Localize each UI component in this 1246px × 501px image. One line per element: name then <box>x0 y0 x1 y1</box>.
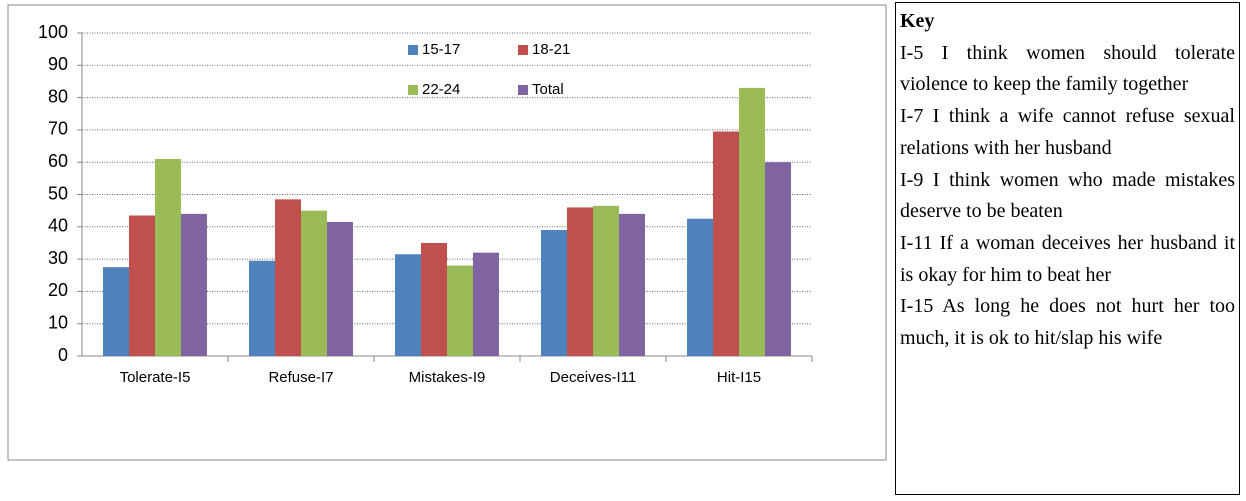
x-tick-label: Deceives-I11 <box>550 369 636 386</box>
y-tick-label: 100 <box>38 22 68 42</box>
bar <box>764 162 791 356</box>
key-item: I-11 If a woman deceives her husband it … <box>900 231 1235 286</box>
y-tick-label: 80 <box>48 86 68 106</box>
bar <box>541 230 568 356</box>
key-item: I-7 I think a wife cannot refuse sexual … <box>900 105 1235 159</box>
key-title: Key <box>900 10 935 32</box>
x-tick-label: Hit-I15 <box>717 369 761 386</box>
bar <box>567 207 593 356</box>
key-item: I-5 I think women should tolerate violen… <box>900 41 1235 96</box>
legend-swatch <box>408 45 418 55</box>
legend-swatch <box>408 85 418 95</box>
y-tick-label: 50 <box>48 183 68 203</box>
legend-label: 22-24 <box>422 81 460 98</box>
bar <box>739 87 765 356</box>
bar <box>249 260 276 356</box>
bar <box>301 210 327 356</box>
legend-label: Total <box>532 81 564 98</box>
y-tick-label: 90 <box>48 54 68 74</box>
bar <box>713 131 739 356</box>
legend-swatch <box>518 85 528 95</box>
key-box: Key I-5 I think women should tolerate vi… <box>895 2 1240 495</box>
key-item: I-15 As long he does not hurt her too mu… <box>900 295 1235 350</box>
key-item: I-9 I think women who made mistakes dese… <box>900 168 1235 223</box>
bar <box>155 158 181 356</box>
y-tick-label: 40 <box>48 216 68 236</box>
bar <box>395 254 422 356</box>
chart: 0 10 20 30 40 50 60 70 80 90 100 Tolerate-I5 Refuse-… <box>7 4 887 461</box>
bar <box>103 267 130 356</box>
x-tick-label: Tolerate-I5 <box>120 369 191 386</box>
bar <box>180 213 207 356</box>
y-tick-label: 20 <box>48 280 68 300</box>
bar <box>618 213 645 356</box>
y-tick-label: 70 <box>48 119 68 139</box>
y-tick-label: 30 <box>48 248 68 268</box>
y-tick-label: 10 <box>48 312 68 332</box>
x-tick-label: Mistakes-I9 <box>409 369 486 386</box>
bar <box>593 205 619 356</box>
bar <box>472 252 499 356</box>
bar <box>129 215 155 356</box>
bar <box>326 221 353 356</box>
y-tick-label: 0 <box>58 345 68 365</box>
bar <box>275 199 301 356</box>
bar <box>421 242 447 356</box>
bar <box>447 265 473 356</box>
y-tick-label: 60 <box>48 151 68 171</box>
x-tick-label: Refuse-I7 <box>268 369 333 386</box>
bar <box>687 218 714 356</box>
legend-label: 18-21 <box>532 41 570 58</box>
legend-swatch <box>518 45 528 55</box>
legend-label: 15-17 <box>422 41 460 58</box>
